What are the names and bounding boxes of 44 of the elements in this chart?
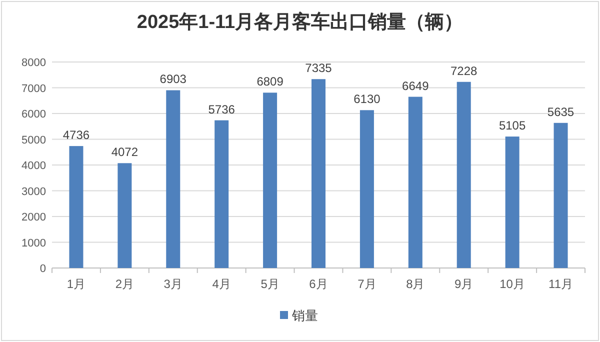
- x-tick-label: 5月: [260, 277, 280, 291]
- data-label: 6130: [354, 92, 381, 106]
- x-tick-label: 9月: [454, 277, 474, 291]
- bar: [554, 122, 568, 268]
- data-label: 7228: [450, 64, 478, 78]
- data-label: 7335: [305, 61, 332, 76]
- chart-title: 2025年1-11月各月客车出口销量（辆）: [136, 11, 464, 33]
- data-label: 4072: [111, 145, 138, 160]
- y-tick-label: 3000: [22, 186, 46, 198]
- y-tick-label: 2000: [22, 212, 46, 224]
- bar: [505, 136, 520, 268]
- x-tick-label: 1月: [66, 277, 86, 291]
- bar: [312, 79, 326, 268]
- y-tick-label: 1000: [22, 237, 46, 250]
- y-tick-label: 8000: [22, 57, 46, 69]
- y-tick-label: 5000: [22, 134, 46, 146]
- data-label: 5635: [547, 104, 574, 119]
- y-tick-label: 6000: [22, 108, 46, 120]
- bar: [118, 163, 132, 268]
- x-tick-label: 6月: [309, 277, 328, 291]
- bar: [456, 82, 471, 268]
- data-label: 6649: [402, 78, 430, 93]
- data-label: 6809: [256, 74, 284, 89]
- y-tick-label: 7000: [22, 82, 46, 95]
- x-tick-label: 2月: [115, 277, 134, 291]
- data-label: 6903: [160, 72, 187, 86]
- bar: [408, 96, 422, 268]
- data-label: 5105: [498, 118, 526, 133]
- legend-label: 销量: [291, 308, 318, 323]
- bar: [166, 90, 180, 268]
- x-tick-label: 8月: [406, 277, 425, 291]
- x-tick-label: 3月: [164, 277, 182, 291]
- bar: [360, 110, 374, 268]
- bar: [214, 120, 229, 268]
- y-tick-label: 4000: [22, 160, 46, 172]
- data-label: 5736: [208, 102, 236, 116]
- y-tick-label: 0: [40, 263, 46, 275]
- bar: [69, 146, 84, 268]
- x-tick-label: 11月: [548, 277, 574, 291]
- x-tick-label: 10月: [500, 277, 525, 291]
- x-tick-label: 7月: [358, 277, 376, 291]
- x-tick-label: 4月: [212, 277, 231, 291]
- data-label: 4736: [62, 128, 90, 142]
- bar: [263, 92, 278, 268]
